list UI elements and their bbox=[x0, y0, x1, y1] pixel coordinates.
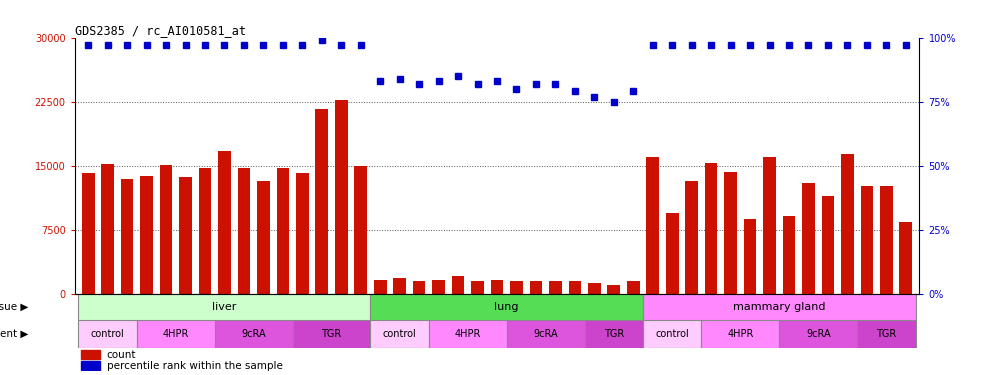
Bar bbox=[428, 320, 507, 348]
Bar bbox=[79, 320, 137, 348]
Bar bbox=[276, 168, 289, 294]
Bar bbox=[215, 320, 292, 348]
Bar bbox=[779, 320, 857, 348]
Text: control: control bbox=[90, 329, 124, 339]
Bar bbox=[627, 281, 639, 294]
Text: mammary gland: mammary gland bbox=[733, 302, 826, 312]
Bar bbox=[451, 276, 464, 294]
Bar bbox=[199, 168, 212, 294]
Bar bbox=[510, 280, 523, 294]
Bar bbox=[841, 154, 854, 294]
Text: TGR: TGR bbox=[321, 329, 342, 339]
Text: 9cRA: 9cRA bbox=[242, 329, 266, 339]
Bar bbox=[646, 157, 659, 294]
Bar bbox=[140, 176, 153, 294]
Text: liver: liver bbox=[213, 302, 237, 312]
Text: lung: lung bbox=[494, 302, 519, 312]
Bar bbox=[160, 165, 172, 294]
Bar bbox=[296, 173, 309, 294]
Bar bbox=[530, 280, 543, 294]
Bar bbox=[822, 196, 834, 294]
Bar bbox=[666, 213, 679, 294]
Bar bbox=[371, 294, 643, 320]
Text: 9cRA: 9cRA bbox=[534, 329, 558, 339]
Bar bbox=[702, 320, 779, 348]
Bar bbox=[900, 222, 912, 294]
Bar bbox=[101, 164, 114, 294]
Bar bbox=[179, 177, 192, 294]
Text: TGR: TGR bbox=[877, 329, 897, 339]
Bar bbox=[218, 152, 231, 294]
Bar bbox=[782, 216, 795, 294]
Bar bbox=[471, 281, 484, 294]
Bar bbox=[880, 186, 893, 294]
Bar bbox=[257, 181, 269, 294]
Bar bbox=[744, 219, 756, 294]
Bar bbox=[315, 108, 328, 294]
Bar bbox=[607, 285, 620, 294]
Bar bbox=[569, 281, 581, 294]
Bar bbox=[763, 157, 776, 294]
Text: 4HPR: 4HPR bbox=[454, 329, 481, 339]
Bar bbox=[371, 320, 428, 348]
Bar bbox=[861, 186, 873, 294]
Bar bbox=[238, 168, 250, 294]
Bar bbox=[82, 362, 100, 370]
Bar bbox=[857, 320, 915, 348]
Bar bbox=[79, 294, 371, 320]
Bar bbox=[355, 166, 367, 294]
Text: 4HPR: 4HPR bbox=[163, 329, 189, 339]
Bar bbox=[82, 351, 100, 359]
Bar bbox=[374, 280, 387, 294]
Text: control: control bbox=[655, 329, 689, 339]
Bar bbox=[802, 183, 815, 294]
Text: 9cRA: 9cRA bbox=[806, 329, 831, 339]
Text: TGR: TGR bbox=[603, 329, 624, 339]
Text: control: control bbox=[383, 329, 416, 339]
Bar bbox=[584, 320, 643, 348]
Text: 4HPR: 4HPR bbox=[728, 329, 753, 339]
Bar bbox=[137, 320, 215, 348]
Bar bbox=[705, 163, 718, 294]
Text: agent ▶: agent ▶ bbox=[0, 329, 28, 339]
Text: count: count bbox=[106, 350, 136, 360]
Bar bbox=[82, 173, 94, 294]
Text: percentile rank within the sample: percentile rank within the sample bbox=[106, 361, 282, 371]
Bar bbox=[432, 280, 445, 294]
Bar bbox=[643, 294, 915, 320]
Bar bbox=[507, 320, 584, 348]
Bar bbox=[394, 278, 406, 294]
Text: GDS2385 / rc_AI010581_at: GDS2385 / rc_AI010581_at bbox=[75, 24, 246, 38]
Text: tissue ▶: tissue ▶ bbox=[0, 302, 28, 312]
Bar bbox=[549, 280, 562, 294]
Bar bbox=[413, 280, 425, 294]
Bar bbox=[588, 283, 600, 294]
Bar bbox=[725, 172, 737, 294]
Bar bbox=[685, 181, 698, 294]
Bar bbox=[491, 280, 503, 294]
Bar bbox=[292, 320, 371, 348]
Bar bbox=[121, 179, 133, 294]
Bar bbox=[335, 100, 348, 294]
Bar bbox=[643, 320, 702, 348]
